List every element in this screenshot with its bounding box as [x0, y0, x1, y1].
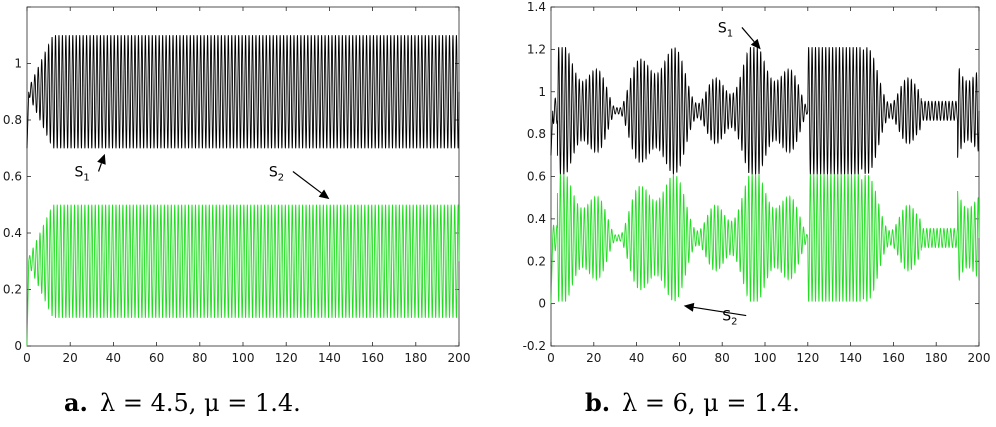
annotation-arrow-head: [97, 153, 106, 165]
y-tick-label: 0.6: [527, 170, 546, 184]
annotation-subscript: 1: [83, 173, 89, 184]
y-tick-label: 1: [538, 85, 546, 99]
y-tick-label: -0.2: [523, 339, 546, 353]
x-tick-label: 20: [63, 351, 78, 365]
caption-b-label: b.: [585, 388, 610, 417]
x-tick-label: 200: [968, 351, 991, 365]
x-tick-label: 160: [882, 351, 905, 365]
x-tick-label: 180: [404, 351, 427, 365]
annotation-label: S1: [75, 165, 90, 184]
y-tick-label: 0: [538, 297, 546, 311]
caption-a-label: a.: [64, 388, 88, 417]
annotation-label: S2: [722, 309, 737, 328]
y-tick-label: 1: [14, 57, 22, 71]
caption-b: b. λ = 6, μ = 1.4.: [585, 388, 800, 417]
series-line-s1: [550, 47, 980, 175]
y-tick-label: 0.2: [3, 283, 22, 297]
annotation-letter: S: [722, 309, 731, 325]
annotation-letter: S: [269, 165, 278, 181]
x-tick-label: 20: [586, 351, 601, 365]
x-tick-label: 80: [715, 351, 730, 365]
y-tick-label: 0.6: [3, 170, 22, 184]
y-tick-label: 1.4: [527, 0, 546, 14]
x-tick-label: 180: [925, 351, 948, 365]
x-tick-label: 120: [796, 351, 819, 365]
annotation-arrow-head: [750, 38, 761, 50]
annotation-label: S2: [269, 165, 284, 184]
series-line-s2: [550, 174, 980, 304]
x-tick-label: 40: [629, 351, 644, 365]
annotation-arrow-head: [683, 302, 695, 312]
caption-a: a. λ = 4.5, μ = 1.4.: [64, 388, 301, 417]
y-tick-label: 0.4: [3, 226, 22, 240]
annotation-arrow-line: [693, 306, 747, 317]
annotation-subscript: 2: [731, 317, 737, 328]
x-tick-label: 0: [547, 351, 555, 365]
annotation-subscript: 1: [727, 28, 733, 39]
x-tick-label: 100: [232, 351, 255, 365]
plot-frame: [550, 6, 980, 347]
caption-b-text: λ = 6, μ = 1.4.: [622, 389, 800, 417]
y-tick-label: 0.2: [527, 254, 546, 268]
caption-a-text: λ = 4.5, μ = 1.4.: [100, 389, 301, 417]
y-tick-label: 0.8: [3, 113, 22, 127]
x-tick-label: 80: [192, 351, 207, 365]
x-tick-label: 160: [361, 351, 384, 365]
annotation-subscript: 2: [278, 173, 284, 184]
x-tick-label: 140: [839, 351, 862, 365]
panel-a-chart: 0 20 40 60 80 100 120 140 160 180 200 0 0.2 0.4 0.6 0.8…: [3, 6, 471, 365]
annotation-letter: S: [718, 20, 727, 36]
x-tick-label: 40: [106, 351, 121, 365]
x-tick-label: 100: [754, 351, 777, 365]
x-tick-label: 60: [149, 351, 164, 365]
series-line-s2: [26, 204, 460, 347]
y-tick-label: 1.2: [527, 42, 546, 56]
panel-b-chart: 0 20 40 60 80 100 120 140 160 180 200-0.200.20.40.…: [523, 0, 991, 365]
x-tick-label: 200: [448, 351, 471, 365]
annotation-arrow-head: [318, 189, 330, 200]
y-tick-label: 0.4: [527, 212, 546, 226]
annotation-arrow-line: [292, 171, 322, 194]
x-tick-label: 140: [318, 351, 341, 365]
x-tick-label: 60: [672, 351, 687, 365]
x-tick-label: 120: [275, 351, 298, 365]
y-tick-label: 0: [14, 339, 22, 353]
annotation-label: S1: [718, 20, 733, 39]
series-line-s1: [26, 35, 460, 149]
annotation-arrow-line: [97, 163, 102, 172]
annotation-arrow-line: [741, 27, 755, 43]
y-tick-label: 0.8: [527, 127, 546, 141]
annotation-letter: S: [75, 165, 84, 181]
x-tick-label: 0: [23, 351, 31, 365]
